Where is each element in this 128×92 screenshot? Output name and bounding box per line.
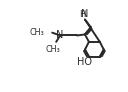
Text: N: N <box>81 9 89 19</box>
Text: HO: HO <box>77 57 92 67</box>
Text: H: H <box>79 10 86 19</box>
Text: N: N <box>56 30 64 40</box>
Text: CH₃: CH₃ <box>46 45 61 54</box>
Text: CH₃: CH₃ <box>30 28 44 37</box>
